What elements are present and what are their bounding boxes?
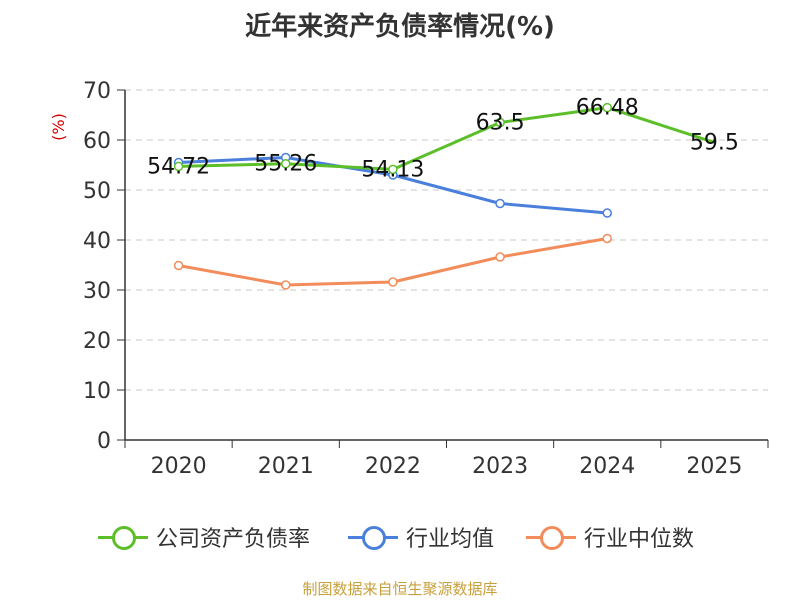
data-labels: 54.72 55.26 54.13 63.5 66.48 59.5	[147, 96, 739, 183]
source-note: 制图数据来自恒生聚源数据库	[302, 580, 498, 598]
chart-title: 近年来资产负债率情况(%)	[245, 12, 555, 42]
legend-label-company: 公司资产负债率	[156, 527, 311, 552]
legend-label-industry-mean: 行业均值	[406, 527, 495, 552]
x-tick-label: 2021	[258, 454, 314, 479]
legend-swatch-industry-median	[526, 522, 576, 552]
y-tick-label: 0	[97, 429, 111, 454]
x-tick-label: 2023	[472, 454, 528, 479]
data-label: 54.72	[147, 154, 210, 179]
y-tick-label: 70	[83, 79, 111, 104]
data-point	[388, 164, 398, 175]
series-lines	[173, 102, 715, 290]
data-point	[602, 102, 612, 113]
y-tick-label: 50	[83, 179, 111, 204]
data-point	[388, 277, 398, 287]
x-tick-label: 2022	[365, 454, 421, 479]
legend-item-company[interactable]: 公司资产负债率	[98, 520, 310, 554]
axes: 0 10 20 30 40 50 60 70 2020 2021 2022 2023 2024 2025	[83, 79, 769, 479]
data-point	[495, 198, 505, 209]
y-tick-label: 60	[83, 129, 111, 154]
grid-lines	[125, 89, 768, 391]
y-tick-label: 40	[83, 229, 111, 254]
data-point	[602, 208, 612, 218]
y-tick-label: 20	[83, 329, 111, 354]
legend-item-industry-median[interactable]: 行业中位数	[526, 520, 694, 554]
data-point	[173, 260, 184, 271]
data-point	[281, 280, 291, 290]
data-point	[495, 252, 505, 262]
data-point	[495, 117, 505, 128]
data-label: 66.48	[576, 96, 639, 121]
data-point	[173, 161, 184, 172]
legend-swatch-industry-mean	[348, 522, 398, 552]
data-label: 63.5	[476, 111, 525, 136]
y-tick-label: 10	[83, 379, 111, 404]
series-line-0	[178, 106, 715, 171]
x-tick-label: 2024	[579, 454, 635, 479]
legend-swatch-company	[98, 522, 148, 552]
legend-label-industry-median: 行业中位数	[584, 527, 695, 552]
data-label: 59.5	[690, 131, 739, 156]
x-tick-label: 2020	[151, 454, 207, 479]
y-tick-label: 30	[83, 279, 111, 304]
data-point	[281, 158, 291, 169]
x-tick-label: 2025	[686, 454, 742, 479]
data-label: 55.26	[254, 152, 317, 177]
legend-item-industry-mean[interactable]: 行业均值	[348, 520, 494, 554]
y-axis-label: (%)	[49, 113, 68, 141]
data-point	[602, 233, 612, 244]
data-label: 54.13	[361, 157, 424, 182]
